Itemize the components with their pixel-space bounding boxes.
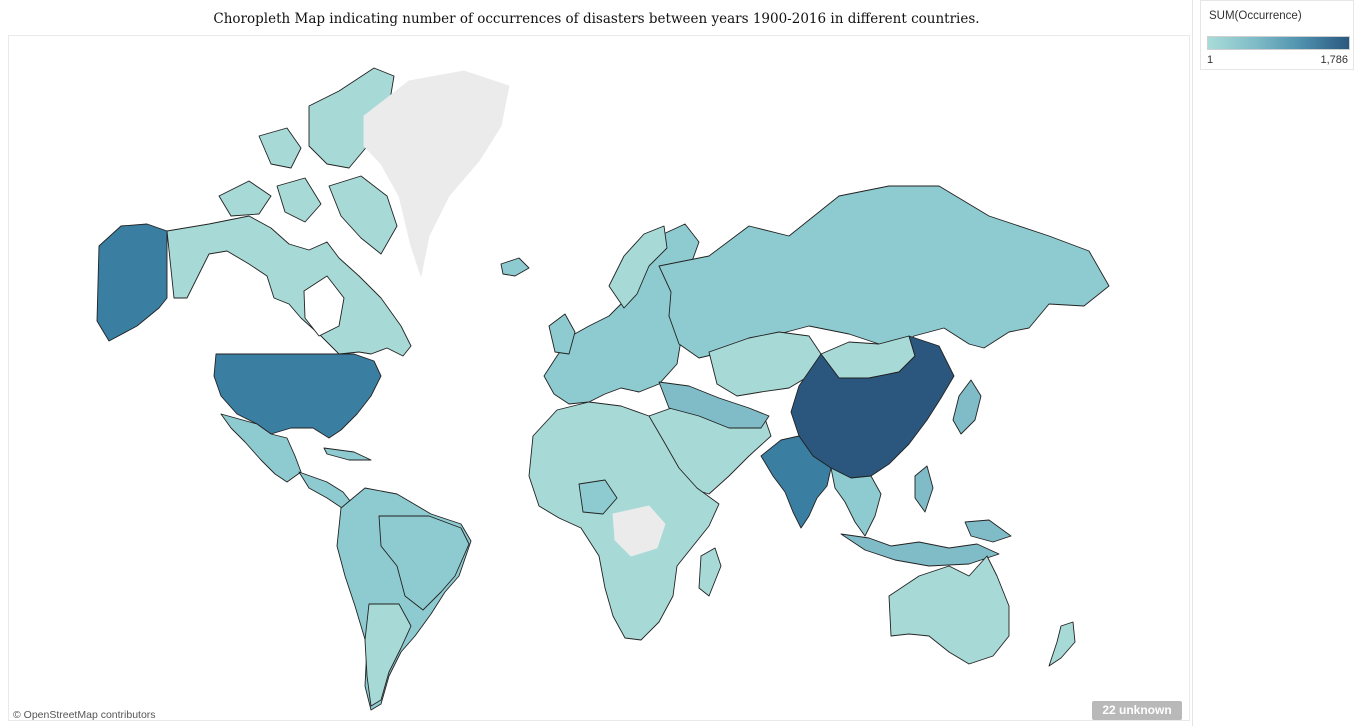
madagascar-region[interactable] <box>698 547 722 597</box>
indonesia-region[interactable] <box>840 533 1000 567</box>
legend-min-label: 1 <box>1207 54 1214 66</box>
brazil-region[interactable] <box>378 515 470 611</box>
uk-region[interactable] <box>548 313 576 355</box>
iceland-region[interactable] <box>500 257 530 277</box>
scandinavia-region[interactable] <box>608 225 668 309</box>
color-legend: SUM(Occurrence) 1 1,786 <box>1200 0 1354 70</box>
legend-color-ramp <box>1207 36 1350 50</box>
mexico-region[interactable] <box>220 413 302 483</box>
nigeria-region[interactable] <box>578 479 618 515</box>
canada-islands-small[interactable] <box>276 177 322 223</box>
legend-title: SUM(Occurrence) <box>1209 10 1302 22</box>
india-region[interactable] <box>760 435 832 529</box>
canada-islands-mid[interactable] <box>258 127 302 169</box>
canada-islands-west[interactable] <box>218 180 272 217</box>
map-attribution[interactable]: © OpenStreetMap contributors <box>13 709 156 721</box>
new-zealand-region[interactable] <box>1048 621 1076 667</box>
philippines-region[interactable] <box>914 465 934 513</box>
unknown-count-badge[interactable]: 22 unknown <box>1092 701 1182 720</box>
caribbean-region[interactable] <box>323 447 372 461</box>
map-title: Choropleth Map indicating number of occu… <box>213 11 980 27</box>
papua-region[interactable] <box>964 519 1012 543</box>
southeast-asia-region[interactable] <box>830 467 882 537</box>
legend-max-label: 1,786 <box>1320 54 1348 66</box>
baffin-island[interactable] <box>328 175 398 255</box>
greenland-region[interactable] <box>363 70 510 277</box>
turkey-iran-region[interactable] <box>658 381 770 429</box>
hudson-bay <box>303 275 345 337</box>
russia-region[interactable] <box>658 185 1110 359</box>
world-map[interactable] <box>9 36 1190 721</box>
japan-region[interactable] <box>952 379 982 435</box>
visualization-pane: Choropleth Map indicating number of occu… <box>8 0 1193 726</box>
argentina-chile-region[interactable] <box>364 603 412 707</box>
alaska-region[interactable] <box>96 223 168 342</box>
canada-region[interactable] <box>166 215 412 357</box>
australia-region[interactable] <box>888 555 1010 665</box>
map-view[interactable] <box>8 35 1190 721</box>
central-africa-region[interactable] <box>612 505 666 557</box>
united-states-region[interactable] <box>213 353 382 439</box>
